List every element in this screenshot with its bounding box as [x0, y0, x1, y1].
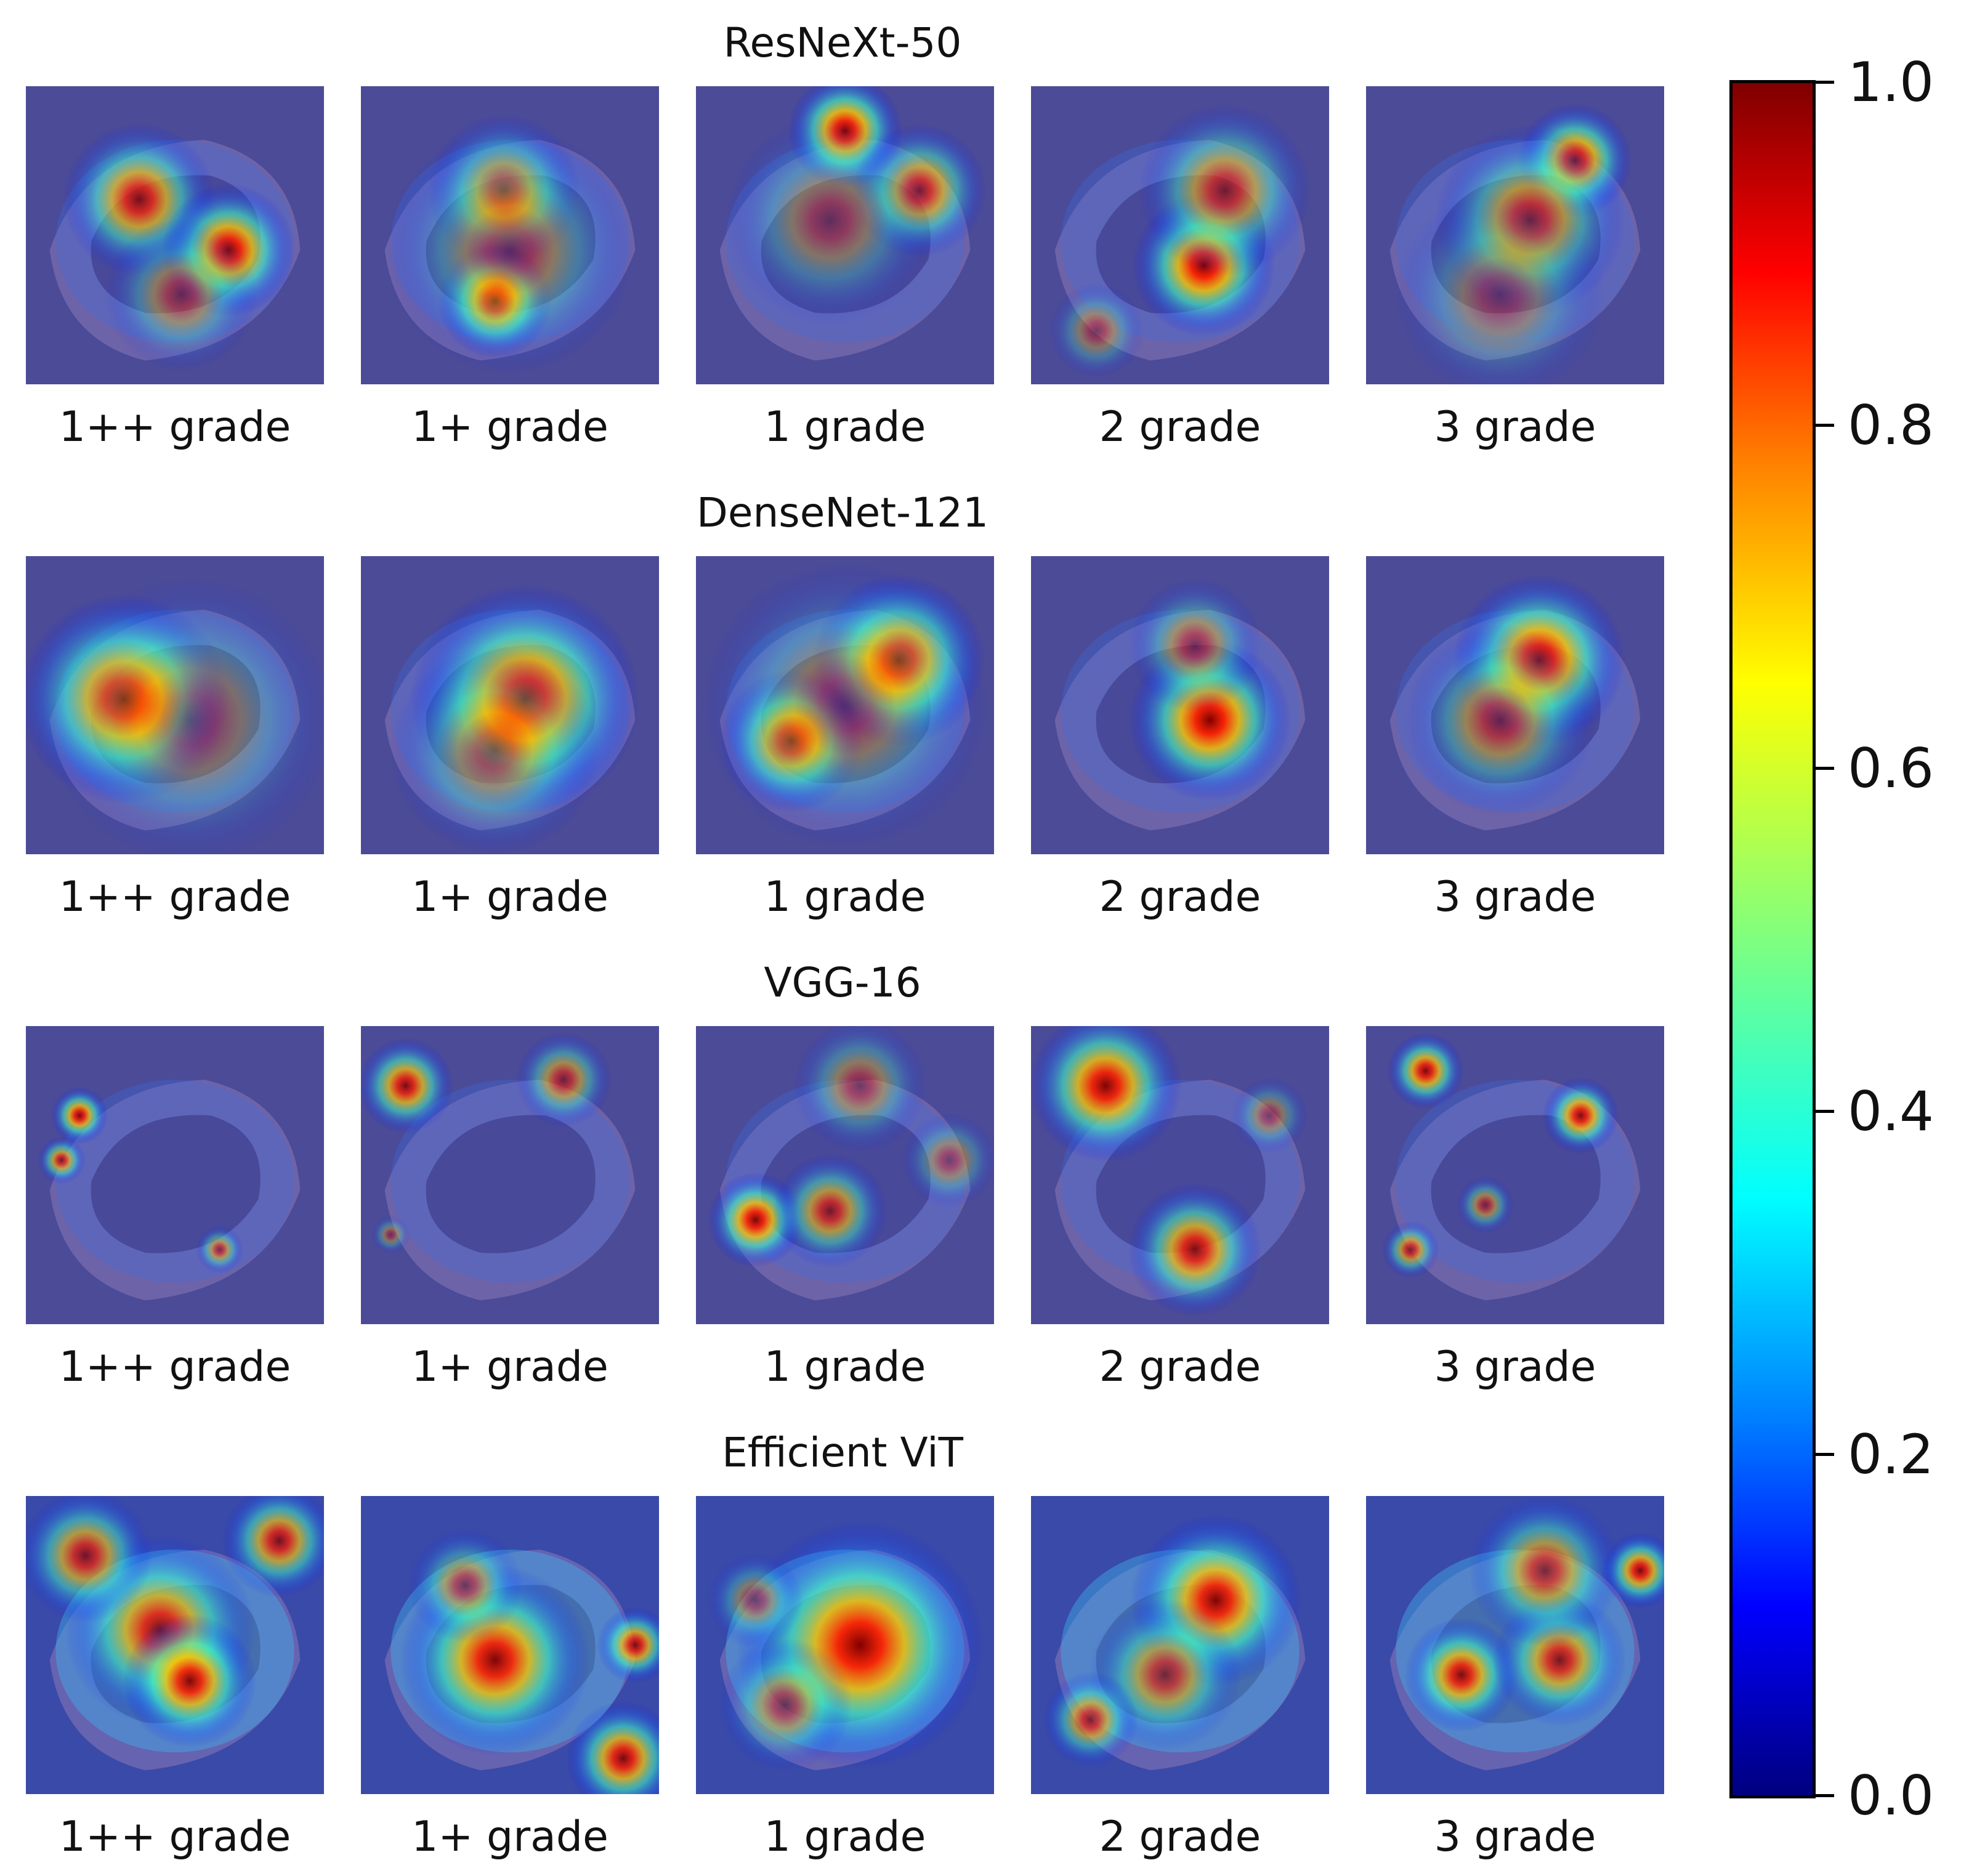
grade-label: 1+ grade — [411, 873, 609, 921]
heatmap-tile — [1031, 556, 1329, 854]
heatmap-tile — [696, 86, 994, 384]
grade-label: 1 grade — [764, 1343, 926, 1391]
heatmap-tile — [1031, 86, 1329, 384]
colorbar-tick-label: 1.0 — [1848, 51, 1934, 114]
grade-label: 2 grade — [1099, 873, 1261, 921]
colorbar-tick — [1816, 1794, 1834, 1797]
grade-label: 1++ grade — [59, 1813, 291, 1861]
grade-label: 2 grade — [1099, 1813, 1261, 1861]
heatmap-tile — [361, 1496, 659, 1794]
heatmap-tile — [696, 1026, 994, 1324]
heatmap-tile — [361, 556, 659, 854]
grade-label: 3 grade — [1434, 873, 1596, 921]
heatmap-tile — [696, 1496, 994, 1794]
heatmap-tile — [1366, 556, 1664, 854]
heatmap-tile — [26, 556, 324, 854]
heatmap-tile — [1366, 86, 1664, 384]
heatmap-tile — [361, 1026, 659, 1324]
heatmap-tile — [26, 86, 324, 384]
colorbar-tick-label: 0.0 — [1848, 1764, 1934, 1827]
grade-label: 1+ grade — [411, 403, 609, 451]
grade-label: 3 grade — [1434, 1343, 1596, 1391]
colorbar-tick-label: 0.4 — [1848, 1080, 1934, 1143]
colorbar-tick — [1816, 424, 1834, 427]
colorbar-tick — [1816, 767, 1834, 770]
heatmap-tile — [1031, 1026, 1329, 1324]
grade-label: 1++ grade — [59, 1343, 291, 1391]
heatmap-tile — [1366, 1026, 1664, 1324]
grade-label: 1+ grade — [411, 1343, 609, 1391]
heatmap-tile — [361, 86, 659, 384]
heatmap-tile — [696, 556, 994, 854]
colorbar-tick-label: 0.8 — [1848, 394, 1934, 457]
heatmap-tile — [26, 1026, 324, 1324]
heatmap-tile — [1366, 1496, 1664, 1794]
grade-label: 3 grade — [1434, 1813, 1596, 1861]
grade-label: 2 grade — [1099, 1343, 1261, 1391]
grade-label: 1++ grade — [59, 873, 291, 921]
heatmap-tile — [26, 1496, 324, 1794]
grade-label: 3 grade — [1434, 403, 1596, 451]
colorbar-tick-label: 0.6 — [1848, 737, 1934, 800]
panel-title-efficientvit: Efficient ViT — [722, 1429, 963, 1476]
colorbar-tick — [1816, 1110, 1834, 1113]
colorbar — [1729, 80, 1816, 1798]
grade-label: 1 grade — [764, 403, 926, 451]
grade-label: 1 grade — [764, 873, 926, 921]
panel-title-resnext: ResNeXt-50 — [723, 19, 962, 67]
panel-title-vgg: VGG-16 — [764, 959, 921, 1006]
grade-label: 1 grade — [764, 1813, 926, 1861]
grade-label: 1++ grade — [59, 403, 291, 451]
grade-label: 1+ grade — [411, 1813, 609, 1861]
colorbar-tick — [1816, 81, 1834, 84]
grade-label: 2 grade — [1099, 403, 1261, 451]
heatmap-tile — [1031, 1496, 1329, 1794]
panel-title-densenet: DenseNet-121 — [697, 489, 989, 536]
colorbar-tick-label: 0.2 — [1848, 1423, 1934, 1486]
colorbar-tick — [1816, 1453, 1834, 1456]
